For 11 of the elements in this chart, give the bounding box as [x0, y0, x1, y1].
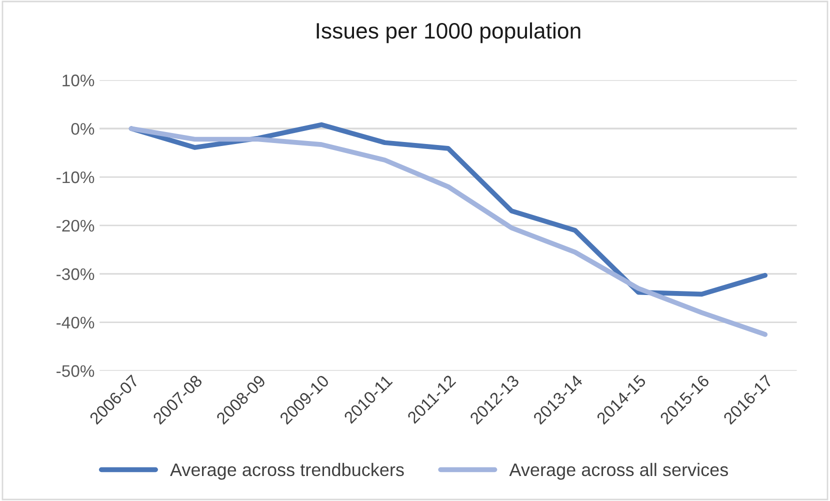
chart-title: Issues per 1000 population: [316, 22, 580, 44]
line-series: [128, 126, 768, 337]
legend-label: Average across trendbuckers: [170, 462, 404, 480]
y-tick-label: -30%: [56, 268, 94, 280]
y-tick-label: -50%: [56, 365, 94, 377]
y-tick-label: 10%: [62, 74, 94, 86]
legend-label: Average across all services: [509, 462, 728, 480]
y-tick-label: 0%: [71, 122, 94, 135]
y-tick-label: -10%: [56, 171, 94, 184]
y-tick-label: -40%: [56, 316, 94, 329]
y-tick-label: -20%: [56, 220, 94, 232]
